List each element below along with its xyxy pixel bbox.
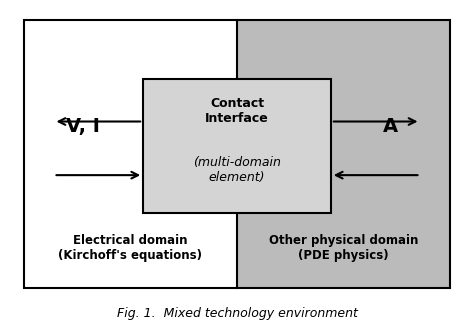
Bar [237, 20, 450, 288]
Text: Fig. 1.  Mixed technology environment: Fig. 1. Mixed technology environment [117, 307, 357, 320]
Text: Contact
Interface: Contact Interface [205, 97, 269, 125]
Bar [24, 20, 450, 288]
Text: Electrical domain
(Kirchoff's equations): Electrical domain (Kirchoff's equations) [58, 233, 202, 262]
Text: A: A [383, 117, 398, 136]
Bar [143, 78, 331, 213]
Text: Other physical domain
(PDE physics): Other physical domain (PDE physics) [269, 233, 419, 262]
Bar [24, 20, 237, 288]
Text: (multi-domain
element): (multi-domain element) [193, 156, 281, 184]
Text: V, I: V, I [66, 117, 100, 136]
